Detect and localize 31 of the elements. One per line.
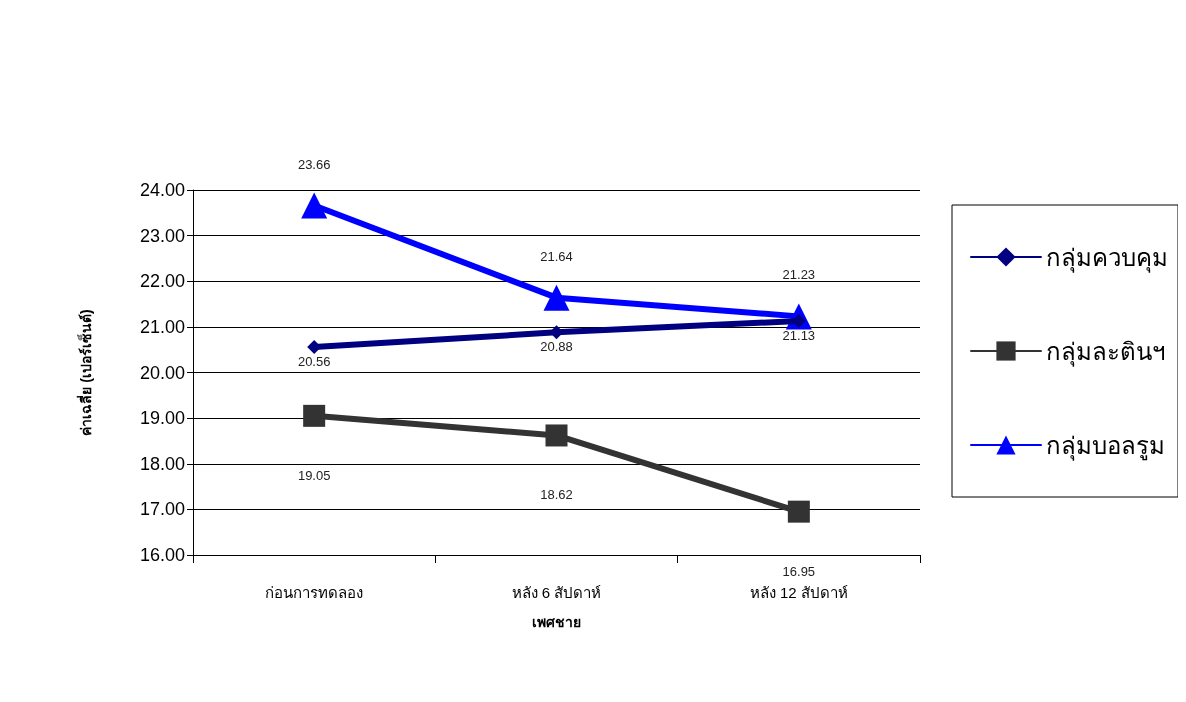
data-label: 19.05 — [297, 467, 331, 483]
y-tick-label: 24.00 — [139, 180, 185, 200]
x-axis-title: เพศชาย — [532, 614, 581, 630]
legend-label: กลุ่มละตินฯ — [1046, 337, 1165, 367]
y-tick-label: 23.00 — [139, 225, 185, 246]
point — [301, 192, 328, 219]
data-label: 21.13 — [782, 327, 816, 343]
data-label: 23.66 — [297, 156, 331, 172]
y-axis-title: ค่าเฉลี่ย (เปอร์เซ็นต์) — [76, 309, 94, 436]
data-label: 16.95 — [782, 563, 816, 579]
point — [545, 424, 568, 447]
point — [303, 404, 326, 427]
y-tick-label: 22.00 — [139, 271, 185, 292]
point — [543, 284, 570, 311]
y-tick-label: 17.00 — [139, 499, 185, 520]
data-label: 20.56 — [297, 353, 331, 369]
x-tick-label: หลัง 6 สัปดาห์ — [511, 584, 602, 601]
y-tick-label: 20.00 — [139, 362, 185, 383]
legend-label: กลุ่มบอลรูม — [1046, 431, 1165, 461]
legend-label: กลุ่มควบคุม — [1046, 243, 1168, 273]
y-tick-label: 18.00 — [139, 453, 185, 474]
data-label: 21.64 — [540, 248, 573, 264]
y-tick-label: 19.00 — [139, 408, 185, 429]
y-tick-label: 21.00 — [139, 316, 185, 337]
data-label: 18.62 — [540, 487, 573, 503]
x-tick-label: ก่อนการทดลอง — [265, 584, 364, 601]
point — [787, 500, 810, 523]
y-tick-label: 16.00 — [139, 545, 185, 565]
data-label: 20.88 — [540, 339, 573, 355]
x-tick-label: หลัง 12 สัปดาห์ — [749, 584, 848, 601]
data-label: 21.23 — [782, 267, 816, 283]
